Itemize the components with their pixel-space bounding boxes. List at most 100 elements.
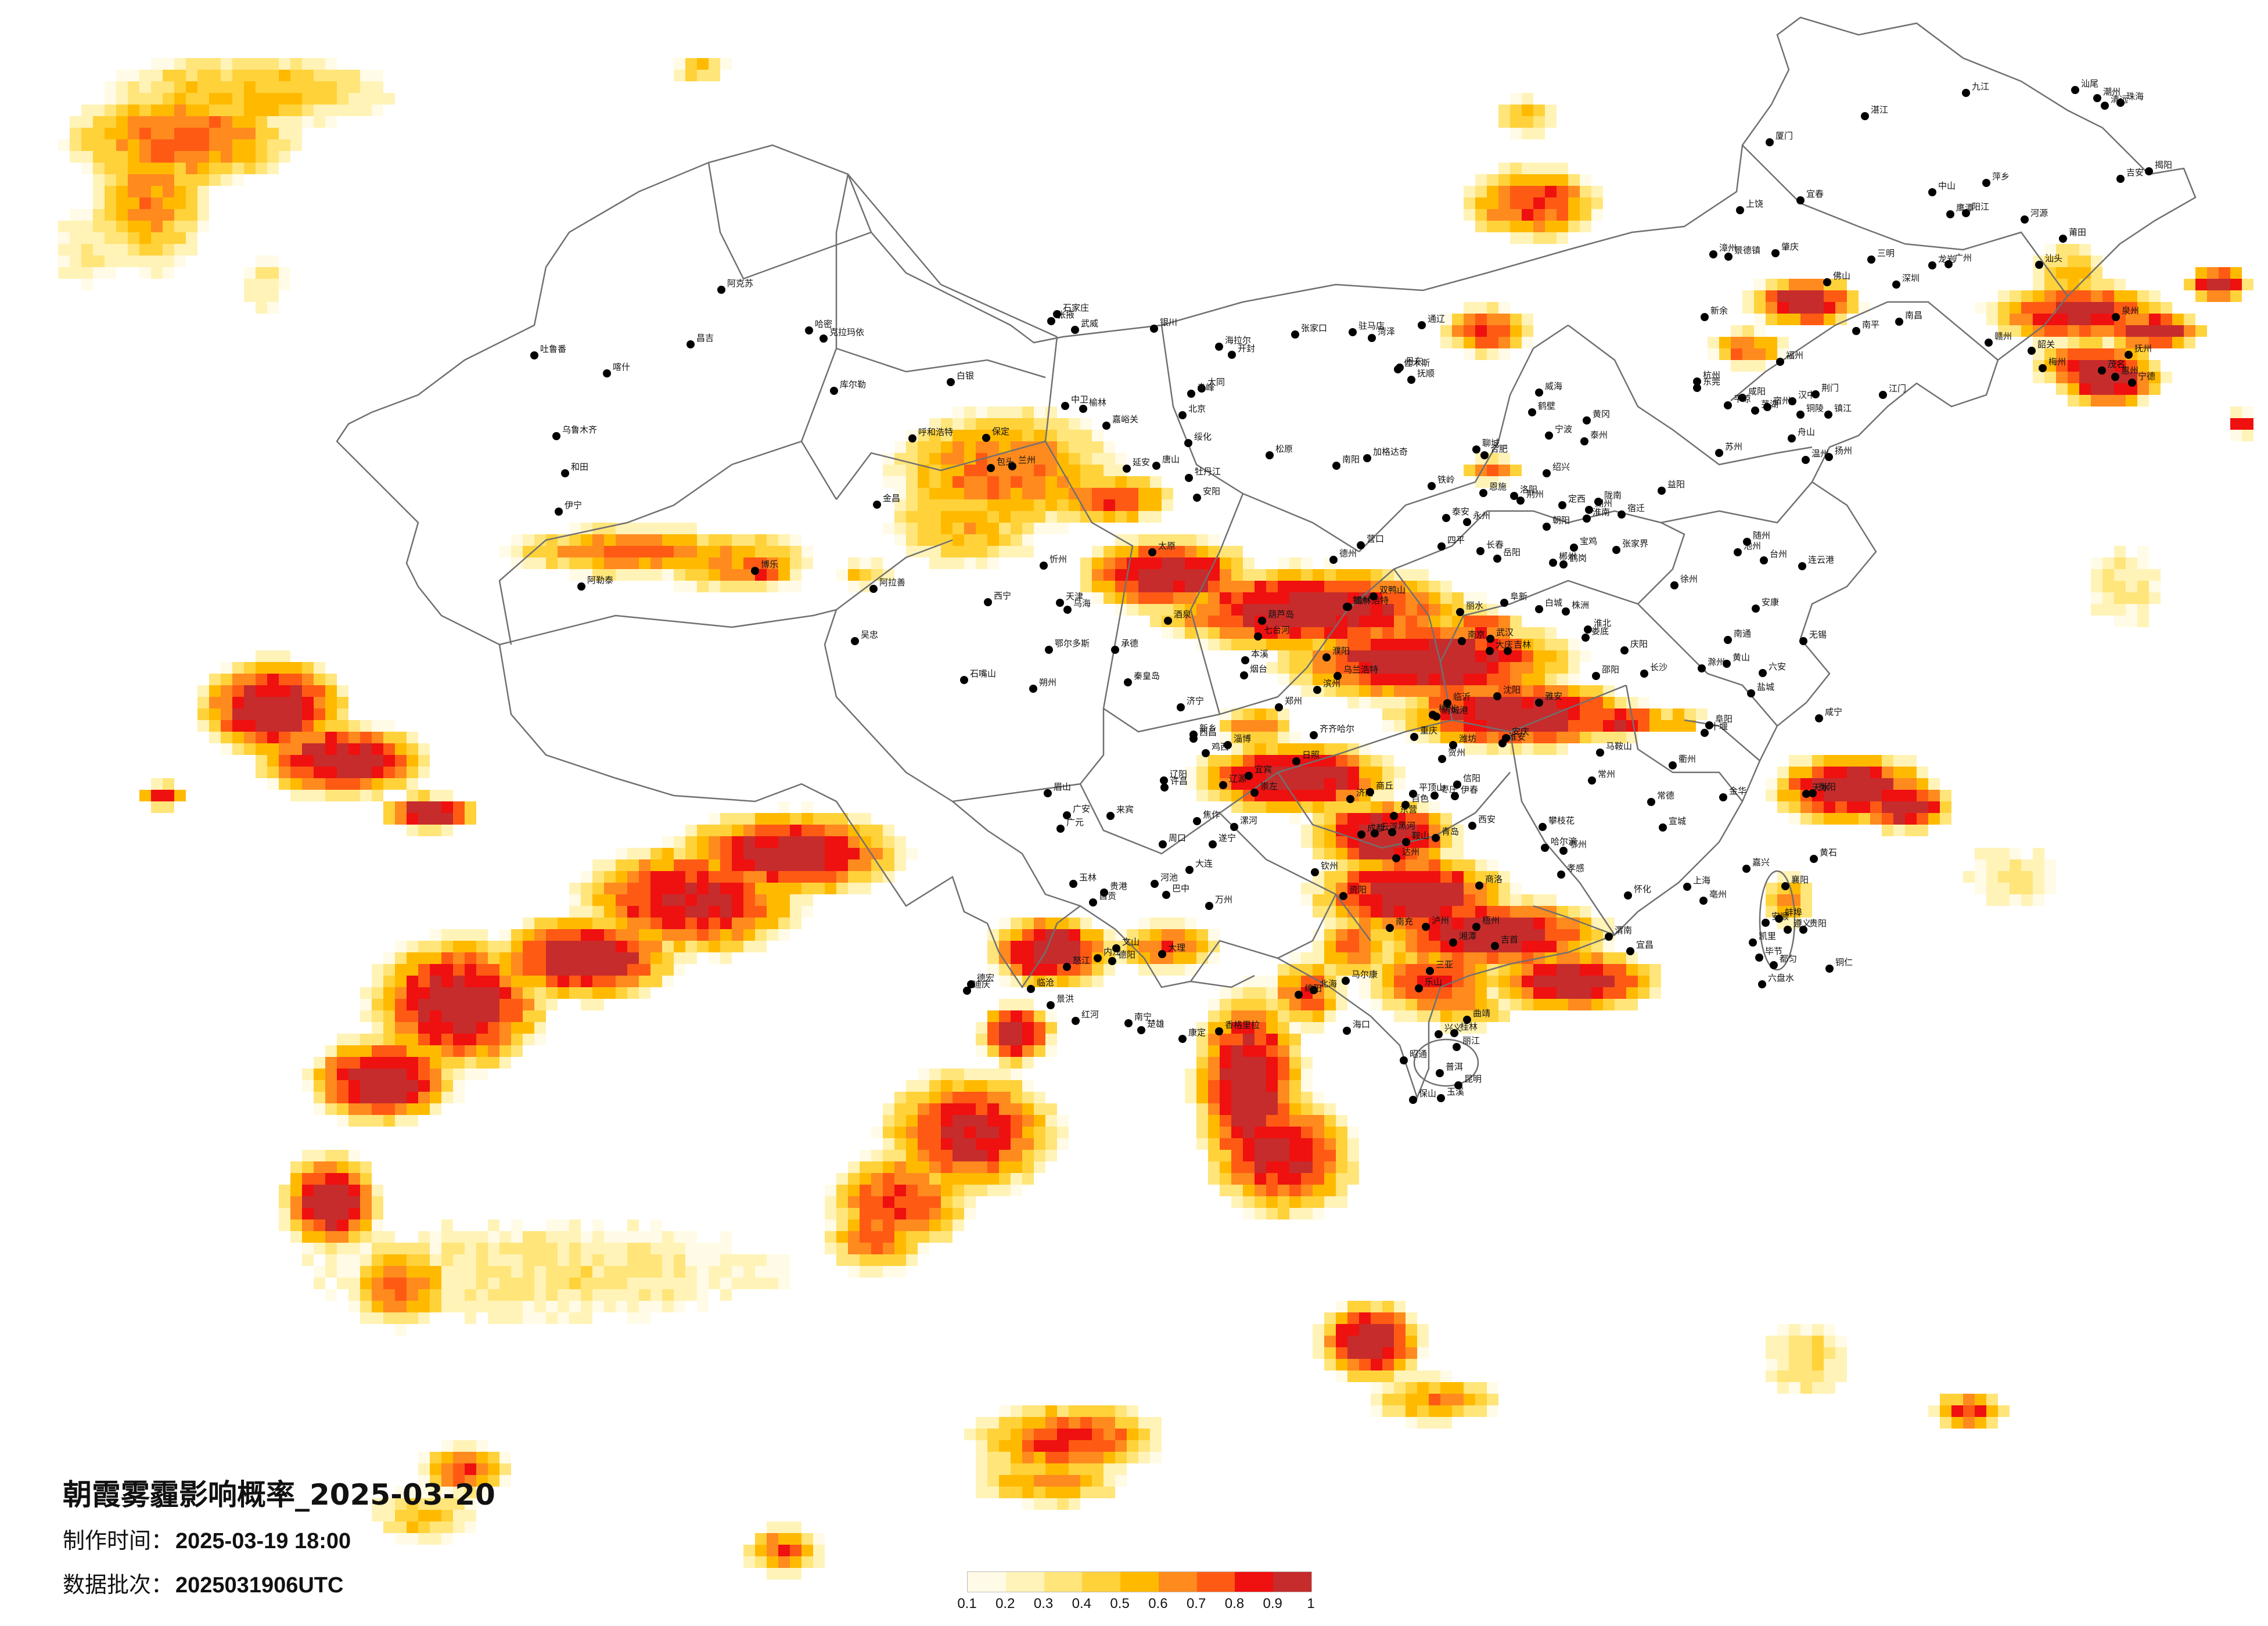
probability-cell [209, 151, 221, 163]
probability-cell [1057, 1498, 1069, 1510]
probability-cell [999, 1022, 1011, 1034]
probability-cell [743, 1545, 755, 1556]
probability-cell [2079, 267, 2091, 279]
probability-cell [1092, 592, 1104, 604]
probability-cell [523, 999, 534, 1010]
probability-cell [1545, 743, 1557, 755]
probability-cell [1382, 592, 1394, 604]
probability-cell [604, 906, 616, 918]
probability-cell [1301, 604, 1313, 616]
probability-cell [1011, 1150, 1022, 1161]
probability-cell [1452, 1394, 1464, 1405]
probability-cell [267, 58, 279, 70]
probability-cell [1011, 918, 1022, 929]
probability-cell [1475, 627, 1487, 639]
probability-cell [523, 1289, 534, 1301]
probability-cell [1324, 581, 1336, 592]
city-label: 郴州 [1559, 551, 1576, 562]
province-border [1079, 771, 1278, 855]
probability-cell [337, 1173, 348, 1185]
probability-cell [836, 848, 848, 859]
probability-cell [407, 941, 418, 952]
probability-cell [778, 929, 790, 941]
probability-cell [1057, 1417, 1069, 1429]
probability-cell [279, 267, 290, 279]
probability-cell [778, 1266, 790, 1278]
probability-cell [1336, 836, 1347, 848]
probability-cell [488, 1034, 499, 1045]
probability-cell [1150, 929, 1162, 941]
probability-cell [1487, 918, 1498, 929]
probability-cell [360, 1034, 372, 1045]
city-label: 张掖 [1057, 310, 1074, 320]
probability-cell [1243, 1173, 1255, 1185]
probability-cell [883, 871, 894, 883]
probability-cell [987, 1487, 999, 1498]
probability-cell [999, 499, 1011, 511]
probability-cell [407, 976, 418, 987]
city-label: 咸阳 [1748, 386, 1766, 397]
probability-cell [383, 813, 395, 825]
city-label: 衡阳 [1818, 782, 1836, 792]
probability-cell [1080, 918, 1092, 929]
probability-cell [1382, 848, 1394, 859]
probability-cell [2230, 290, 2242, 302]
probability-cell [2010, 314, 2021, 325]
probability-cell [1417, 1336, 1429, 1347]
probability-cell [465, 1301, 476, 1312]
probability-cell [1115, 1452, 1127, 1463]
city-marker [1334, 672, 1342, 680]
probability-cell [1127, 929, 1138, 941]
probability-cell [174, 232, 186, 244]
probability-cell [836, 1254, 848, 1266]
city-label: 通辽 [1428, 314, 1445, 324]
probability-cell [709, 906, 720, 918]
probability-cell [1847, 778, 1859, 790]
probability-cell [523, 557, 534, 569]
probability-cell [1464, 325, 1475, 337]
probability-cell [1289, 650, 1301, 662]
probability-cell [488, 1475, 499, 1487]
probability-cell [407, 1092, 418, 1103]
probability-cell [534, 987, 546, 999]
probability-cell [1522, 976, 1533, 987]
probability-cell [314, 58, 325, 70]
probability-cell [488, 1045, 499, 1057]
probability-cell [1557, 987, 1568, 999]
probability-cell [499, 1301, 511, 1312]
probability-cell [348, 1289, 360, 1301]
city-label: 肇庆 [1781, 242, 1799, 252]
probability-cell [825, 1231, 836, 1243]
probability-cell [1800, 279, 1812, 290]
probability-cell [523, 964, 534, 976]
probability-cell [1289, 1057, 1301, 1069]
probability-cell [267, 743, 279, 755]
probability-cell [1208, 1115, 1220, 1127]
probability-cell [2207, 290, 2219, 302]
probability-cell [604, 929, 616, 941]
city-label: 萍乡 [1992, 171, 2010, 182]
probability-cell [279, 778, 290, 790]
probability-cell [314, 674, 325, 685]
probability-cell [836, 836, 848, 848]
probability-cell [1138, 1429, 1150, 1440]
probability-cell [1731, 348, 1742, 360]
probability-cell [732, 918, 743, 929]
city-label: 黄石 [1820, 847, 1837, 858]
city-label: 鞍山 [1412, 830, 1429, 841]
probability-cell [1986, 848, 1998, 859]
probability-cell [987, 1475, 999, 1487]
probability-cell [348, 1115, 360, 1127]
probability-cell [1824, 290, 1835, 302]
probability-cell [290, 93, 302, 105]
probability-cell [163, 790, 174, 801]
probability-cell [1510, 105, 1522, 116]
city-marker [1430, 792, 1439, 800]
probability-cell [1533, 720, 1545, 732]
probability-cell [1835, 778, 1847, 790]
probability-cell [1022, 523, 1034, 534]
probability-cell [1882, 755, 1893, 767]
probability-cell [1475, 314, 1487, 325]
probability-cell [2091, 325, 2102, 337]
fog-haze-probability-field [58, 58, 2253, 1580]
